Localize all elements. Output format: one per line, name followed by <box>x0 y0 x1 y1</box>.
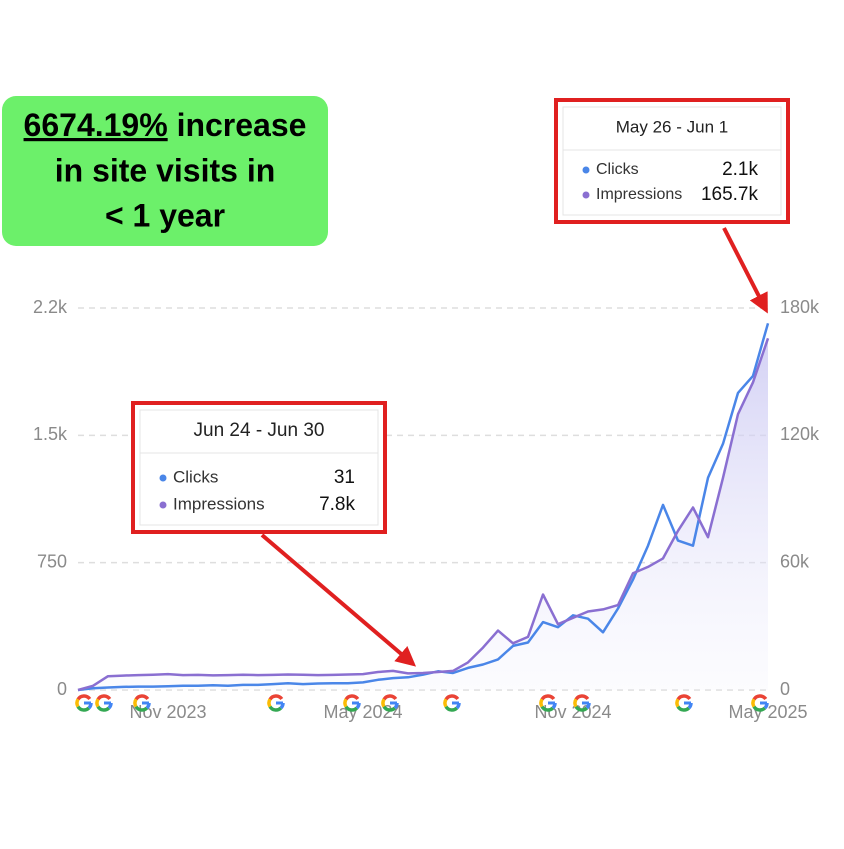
icon-arc <box>134 705 149 712</box>
icon-arc <box>444 705 459 712</box>
tooltip-title: May 26 - Jun 1 <box>616 117 728 136</box>
icon-arc <box>752 705 767 712</box>
icon-arc <box>382 694 398 701</box>
y-tick-label: 0 <box>57 679 67 699</box>
icon-arc <box>540 705 555 712</box>
line <box>77 337 770 692</box>
area <box>78 338 768 690</box>
headline-emphasis: 6674.19% <box>24 107 168 143</box>
arrow <box>260 533 417 667</box>
icon-arc <box>573 698 578 708</box>
x-tick-label: May 2025 <box>728 702 807 722</box>
tooltip-value: 165.7k <box>701 184 759 205</box>
icon-arc <box>76 705 91 712</box>
icon-arc <box>676 705 691 712</box>
tooltip-title: Jun 24 - Jun 30 <box>194 420 325 441</box>
icon-arc <box>382 705 397 712</box>
tooltip-value: 31 <box>334 467 355 488</box>
headline-line: in site visits in <box>55 152 276 188</box>
y-tick-label: 750 <box>37 551 67 571</box>
x-tick-label: Nov 2024 <box>534 702 611 722</box>
headline-line: increase <box>177 107 307 143</box>
legend-dot <box>582 166 590 174</box>
legend-dot <box>159 474 167 482</box>
google-icon <box>751 694 769 712</box>
icon-arc <box>96 694 112 701</box>
icon-arc <box>443 698 448 708</box>
icon-arc <box>675 698 680 708</box>
icon-arc <box>344 694 360 701</box>
y-tick-label: 2.2k <box>33 297 68 317</box>
icon-arc <box>268 705 283 712</box>
headline-line: < 1 year <box>105 197 225 233</box>
headline-box <box>2 96 328 246</box>
icon-arc <box>574 705 589 712</box>
y2-tick-label: 60k <box>780 551 810 571</box>
icon-arc <box>539 698 544 708</box>
icon-arc <box>75 698 80 708</box>
x-tick-label: Nov 2023 <box>129 702 206 722</box>
legend-dot <box>582 191 590 199</box>
icon-arc <box>574 694 590 701</box>
google-icon <box>267 694 285 712</box>
google-icon <box>75 694 93 712</box>
icon-arc <box>343 698 348 708</box>
x-tick-label: May 2024 <box>323 702 402 722</box>
google-icon <box>573 694 591 712</box>
google-icon <box>95 694 113 712</box>
icon-arc <box>444 694 460 701</box>
google-icon <box>381 694 399 712</box>
icon-arc <box>133 698 138 708</box>
icon-arc <box>344 705 359 712</box>
legend-label: Clicks <box>596 161 639 178</box>
legend-label: Clicks <box>173 467 218 486</box>
tooltip-value: 2.1k <box>722 159 758 180</box>
tooltip <box>139 409 379 526</box>
icon-arc <box>752 694 768 701</box>
legend-dot <box>159 501 167 509</box>
icon-arc <box>267 698 272 708</box>
icon-arc <box>268 694 284 701</box>
icon-arc <box>96 705 111 712</box>
google-icon <box>133 694 151 712</box>
google-icon <box>675 694 693 712</box>
y2-tick-label: 180k <box>780 297 820 317</box>
line <box>77 322 770 692</box>
legend-label: Impressions <box>596 186 682 203</box>
y2-tick-label: 0 <box>780 679 790 699</box>
tooltip-value: 7.8k <box>319 494 355 515</box>
icon-arc <box>676 694 692 701</box>
icon-arc <box>381 698 386 708</box>
legend-label: Impressions <box>173 494 265 513</box>
google-icon <box>343 694 361 712</box>
tooltip <box>562 106 782 216</box>
y-tick-label: 1.5k <box>33 424 68 444</box>
icon-arc <box>76 694 92 701</box>
y2-tick-label: 120k <box>780 424 820 444</box>
icon-arc <box>95 698 100 708</box>
arrow <box>722 227 768 314</box>
icon-arc <box>134 694 150 701</box>
icon-arc <box>540 694 556 701</box>
icon-arc <box>751 698 756 708</box>
google-icon <box>539 694 557 712</box>
headline: 6674.19% increase <box>24 107 307 143</box>
google-icon <box>443 694 461 712</box>
